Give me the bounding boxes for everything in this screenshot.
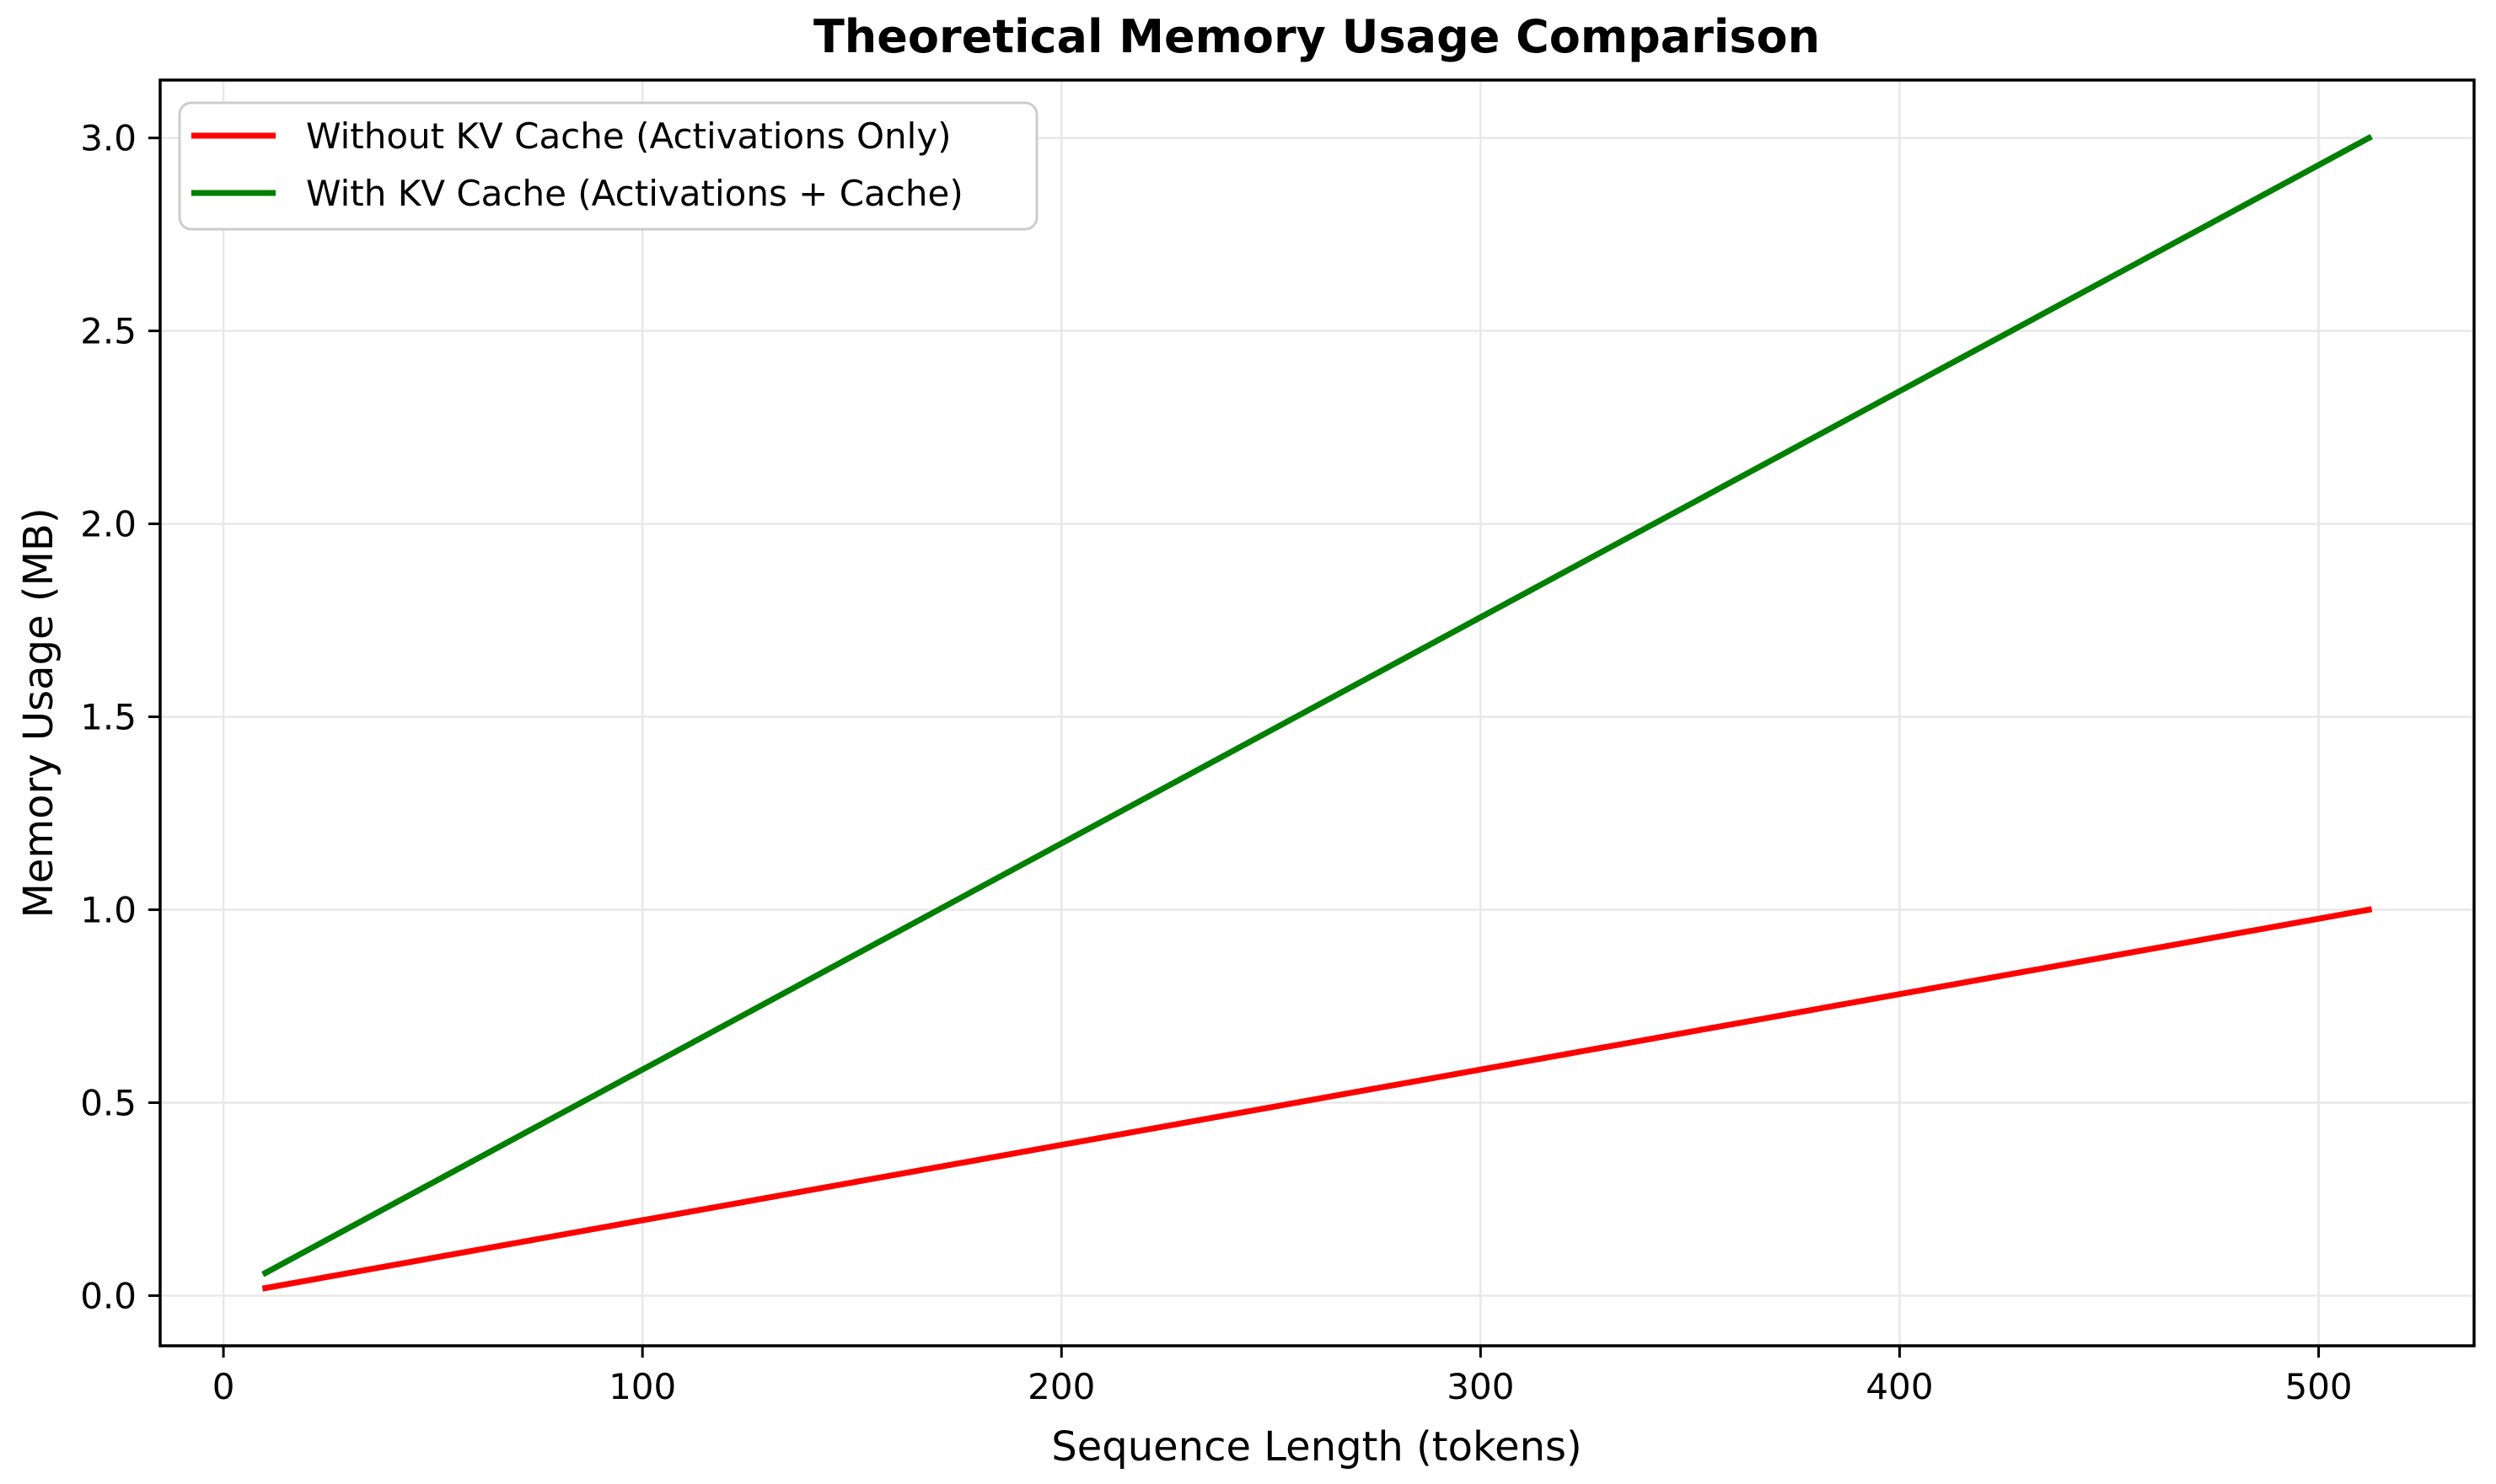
x-tick-label: 100	[609, 1366, 676, 1407]
legend-box	[178, 101, 1039, 231]
legend: Without KV Cache (Activations Only) With …	[178, 101, 1039, 231]
y-tick-label: 2.0	[80, 504, 137, 545]
x-tick-label: 500	[2284, 1366, 2352, 1407]
x-tick-label: 0	[212, 1366, 235, 1407]
x-tick-label: 200	[1028, 1366, 1095, 1407]
y-tick-label: 1.5	[80, 697, 137, 738]
legend-label-1: With KV Cache (Activations + Cache)	[306, 173, 964, 214]
series-layer	[261, 133, 2373, 1292]
plot-border	[158, 78, 2476, 1347]
x-tick-label: 300	[1447, 1366, 1514, 1407]
x-tick-label: 400	[1865, 1366, 1933, 1407]
plot-border-layer	[158, 78, 2476, 1347]
y-tick-label: 0.0	[80, 1275, 137, 1316]
series-line-1	[261, 133, 2373, 1278]
ticks-layer: 0 100 200 300 400 500 0.0 0.5 1.0 1.5 2.0 2.5 3.0	[80, 118, 2352, 1407]
y-axis-label: Memory Usage (MB)	[15, 507, 62, 918]
legend-label-0: Without KV Cache (Activations Only)	[306, 115, 952, 157]
y-tick-label: 3.0	[80, 118, 137, 159]
grid-layer	[160, 80, 2474, 1346]
y-tick-label: 0.5	[80, 1083, 137, 1124]
chart-title: Theoretical Memory Usage Comparison	[813, 10, 1820, 63]
series-line-0	[261, 906, 2373, 1292]
y-tick-label: 1.0	[80, 890, 137, 931]
y-tick-label: 2.5	[80, 311, 137, 352]
x-axis-label: Sequence Length (tokens)	[1051, 1423, 1582, 1471]
